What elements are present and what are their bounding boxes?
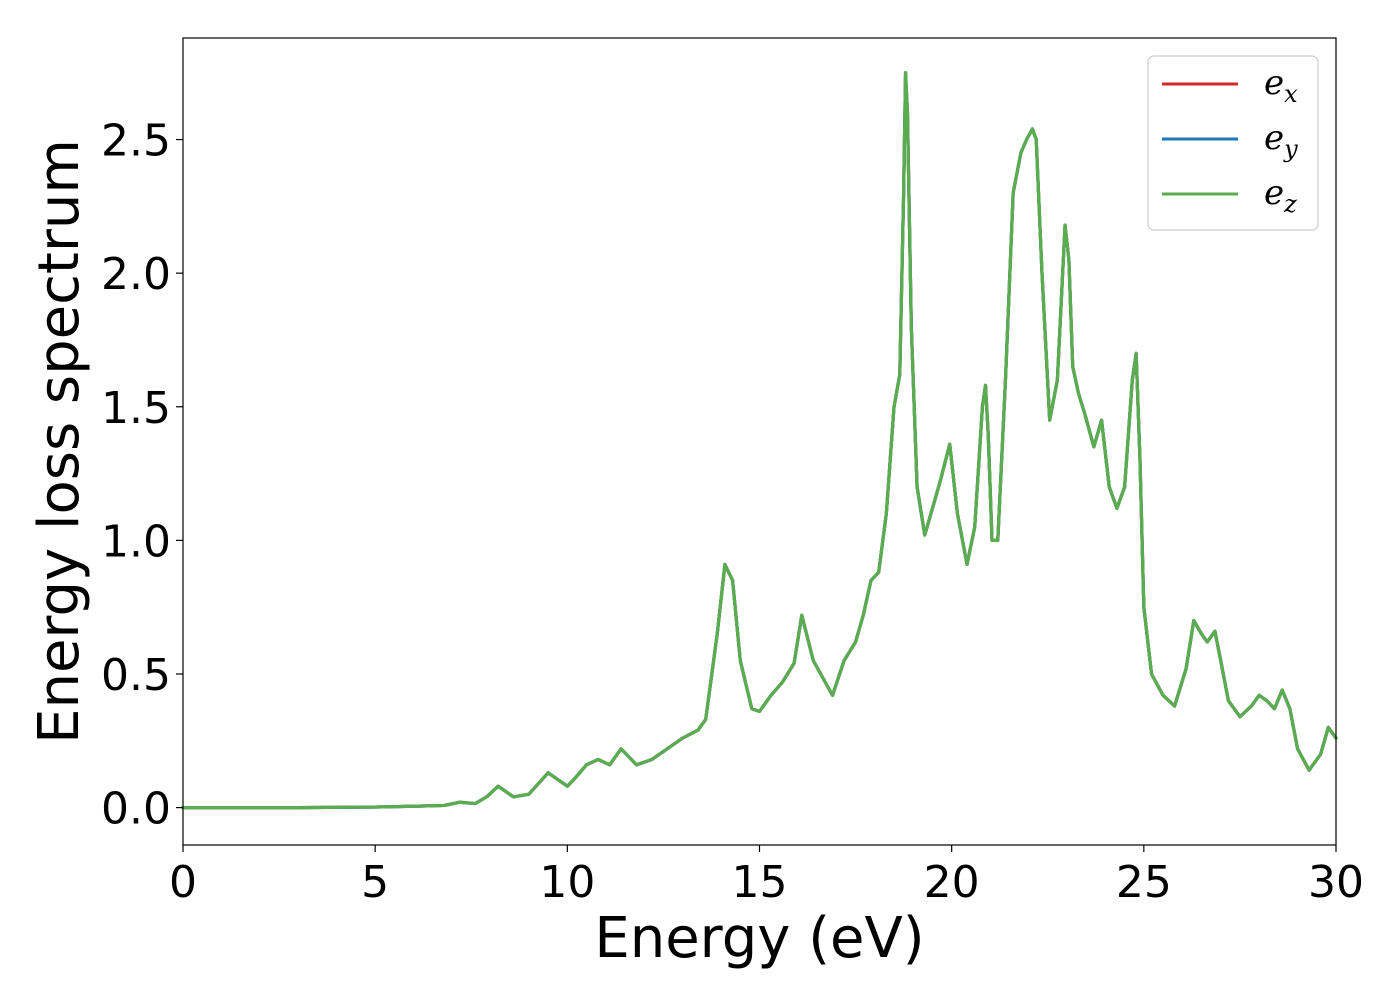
y-axis-label: Energy loss spectrum <box>27 139 92 744</box>
x-axis-label: Energy (eV) <box>594 906 924 971</box>
legend-label: ex <box>1264 63 1298 108</box>
x-tick-label: 0 <box>169 857 197 908</box>
legend-label: ez <box>1264 173 1297 218</box>
y-tick-label: 1.5 <box>101 383 171 434</box>
legend-box <box>1147 55 1319 231</box>
x-tick-label: 20 <box>924 857 980 908</box>
x-tick-label: 10 <box>539 857 595 908</box>
x-tick-label: 15 <box>732 857 788 908</box>
y-axis: 0.0 0.5 1.0 1.5 2.0 2.5 <box>101 116 183 835</box>
y-tick-label: 1.0 <box>101 516 171 567</box>
legend-label: ey <box>1264 118 1298 163</box>
y-tick-label: 0.0 <box>101 784 171 835</box>
y-tick-label: 2.0 <box>101 249 171 300</box>
series-line-e_z <box>181 71 1338 810</box>
y-tick-label: 2.5 <box>101 116 171 167</box>
x-tick-label: 25 <box>1116 857 1172 908</box>
y-tick-label: 0.5 <box>101 650 171 701</box>
series-layer <box>181 71 1338 810</box>
x-axis: 0 5 10 15 20 25 30 <box>169 845 1364 908</box>
x-tick-label: 5 <box>361 857 389 908</box>
legend: ex ey ez <box>1147 55 1319 231</box>
x-tick-label: 30 <box>1308 857 1364 908</box>
